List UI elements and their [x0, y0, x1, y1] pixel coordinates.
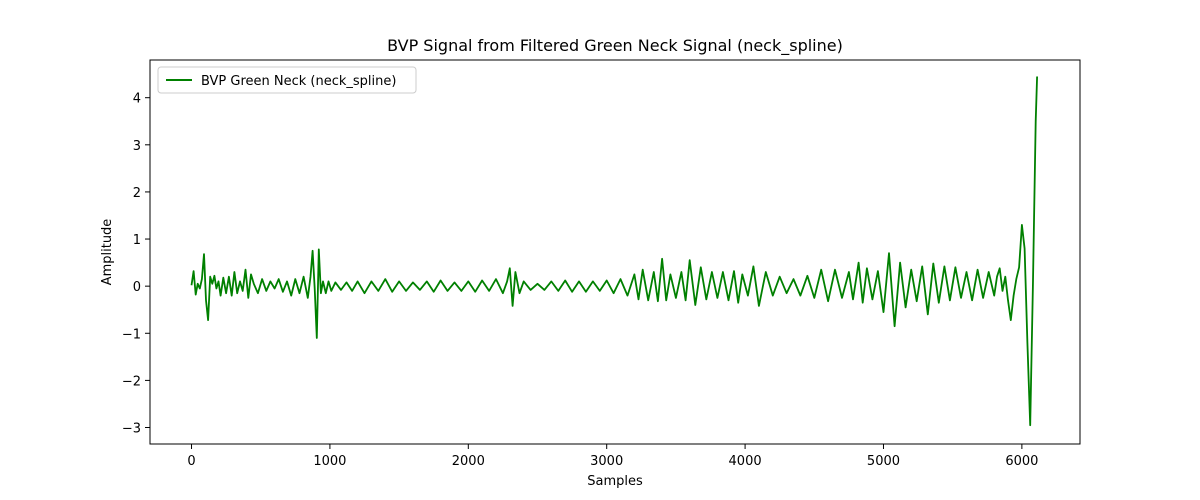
y-tick-label: 4: [133, 92, 141, 107]
series-line-0: [190, 76, 1038, 427]
y-tick-label: −1: [122, 327, 141, 342]
x-tick-label: 5000: [867, 454, 900, 469]
x-tick-label: 1000: [313, 454, 346, 469]
y-tick-label: −3: [122, 422, 141, 437]
y-tick-label: 2: [133, 186, 141, 201]
y-tick-label: −2: [122, 374, 141, 389]
y-tick-label: 1: [133, 233, 141, 248]
legend-box: [157, 66, 417, 94]
x-tick-label: 3000: [590, 454, 623, 469]
y-tick-label: 3: [133, 139, 141, 154]
x-tick-label: 0: [187, 454, 195, 469]
y-tick-label: 0: [133, 280, 141, 295]
y-axis-label: Amplitude: [100, 219, 115, 286]
legend-label: BVP Green Neck (neck_spline): [201, 74, 396, 89]
x-tick-label: 4000: [729, 454, 762, 469]
x-tick-label: 2000: [452, 454, 485, 469]
legend: BVP Green Neck (neck_spline): [157, 66, 417, 94]
chart-title: BVP Signal from Filtered Green Neck Sign…: [387, 36, 843, 56]
x-tick-label: 6000: [1005, 454, 1038, 469]
x-axis-label: Samples: [587, 474, 643, 489]
plot-area: [149, 59, 1081, 445]
